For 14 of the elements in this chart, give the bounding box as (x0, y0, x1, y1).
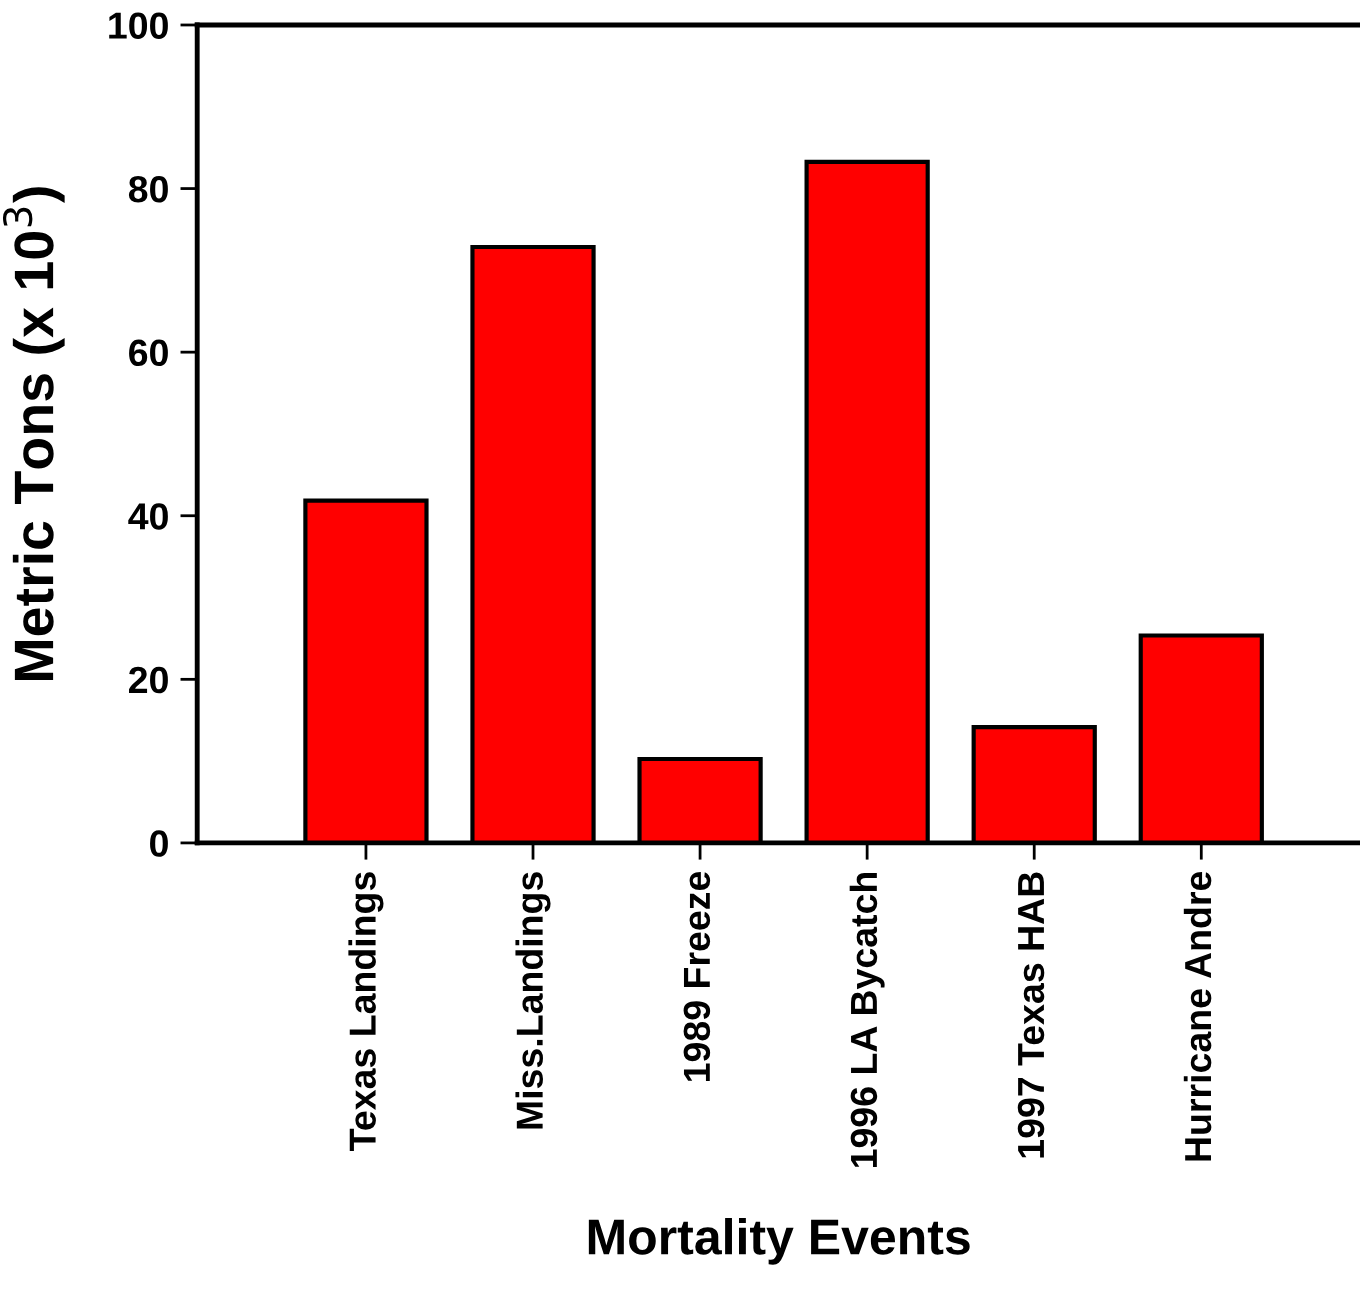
y-tick-label: 60 (129, 339, 168, 367)
x-tick-label: Miss.Landings (515, 872, 551, 1129)
y-tick-label: 100 (109, 12, 168, 39)
x-tick-label: Texas Landings (348, 872, 384, 1151)
y-tick-label: 0 (150, 830, 168, 857)
x-tick-label: 1996 LA Bycatch (849, 872, 885, 1168)
x-tick-label: 1989 Freeze (683, 871, 711, 1081)
y-axis-title: Metric Tons (x 10$^{3}$) (2, 187, 65, 680)
x-tick-label: Hurricane Andre (1183, 871, 1212, 1161)
y-tick-label: 20 (129, 666, 168, 694)
y-tick-label: 80 (128, 175, 168, 203)
y-tick-label: 40 (128, 503, 168, 530)
x-tick-label: 1997 Texas HAB (1017, 872, 1045, 1158)
x-axis-title: Mortality Events (588, 1218, 970, 1265)
